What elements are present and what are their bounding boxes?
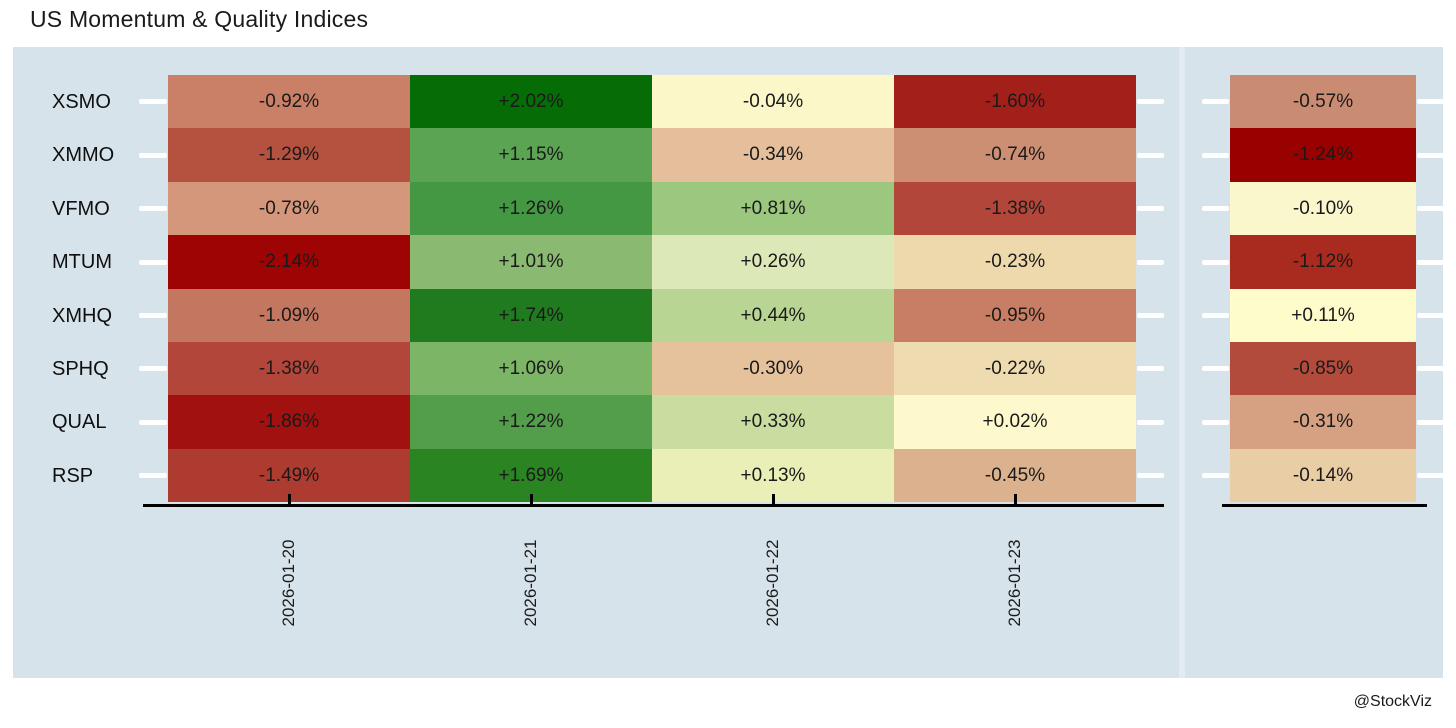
watermark-stockviz: @StockViz [1354, 693, 1432, 711]
row-label-sphq: SPHQ [52, 357, 109, 381]
heatmap-cell-xmmo-2026-01-23: -0.74% [894, 128, 1136, 182]
y-tick-dash [1202, 99, 1229, 104]
y-tick-dash [1202, 313, 1229, 318]
y-tick-dash [1417, 260, 1444, 265]
heatmap-cell-mtum-2026-01-21: +1.01% [410, 235, 652, 289]
y-tick-dash [1417, 206, 1444, 211]
heatmap-cell-vfmo-2026-01-21: +1.26% [410, 182, 652, 235]
heatmap-cell-xsmo-2026-01-22: -0.04% [652, 75, 894, 128]
x-axis-line-summary [1222, 504, 1427, 507]
row-label-mtum: MTUM [52, 250, 112, 274]
y-tick-dash [1202, 366, 1229, 371]
x-tick-label-2026-01-21: 2026-01-21 [521, 518, 541, 648]
y-tick-dash [1137, 313, 1164, 318]
heatmap-cell-xmhq-2026-01-20: -1.09% [168, 289, 410, 342]
y-tick-dash [1137, 473, 1164, 478]
x-tick-label-2026-01-22: 2026-01-22 [763, 518, 783, 648]
heatmap-cell-qual-2026-01-20: -1.86% [168, 395, 410, 449]
heatmap-cell-vfmo-2026-01-23: -1.38% [894, 182, 1136, 235]
y-tick-dash [1202, 153, 1229, 158]
x-tick [1014, 494, 1017, 507]
heatmap-cell-vfmo-2026-01-20: -0.78% [168, 182, 410, 235]
y-tick-dash [1137, 206, 1164, 211]
y-tick-dash [1417, 366, 1444, 371]
y-tick-dash [1137, 260, 1164, 265]
y-tick-dash [1137, 366, 1164, 371]
y-tick-dash [139, 260, 167, 265]
summary-cell-xmhq: +0.11% [1230, 289, 1416, 342]
x-tick [772, 494, 775, 507]
y-tick-dash [1202, 473, 1229, 478]
row-label-rsp: RSP [52, 464, 93, 488]
x-tick [288, 494, 291, 507]
y-tick-dash [1202, 260, 1229, 265]
heatmap-cell-xmmo-2026-01-21: +1.15% [410, 128, 652, 182]
row-label-xsmo: XSMO [52, 90, 111, 114]
heatmap-cell-mtum-2026-01-22: +0.26% [652, 235, 894, 289]
heatmap-cell-qual-2026-01-21: +1.22% [410, 395, 652, 449]
y-tick-dash [1417, 313, 1444, 318]
y-tick-dash [1417, 420, 1444, 425]
heatmap-cell-xmmo-2026-01-22: -0.34% [652, 128, 894, 182]
summary-cell-rsp: -0.14% [1230, 449, 1416, 502]
heatmap-cell-xmhq-2026-01-23: -0.95% [894, 289, 1136, 342]
y-tick-dash [139, 473, 167, 478]
y-tick-dash [1137, 420, 1164, 425]
row-label-qual: QUAL [52, 410, 106, 434]
y-tick-dash [1417, 153, 1444, 158]
y-tick-dash [139, 313, 167, 318]
summary-cell-vfmo: -0.10% [1230, 182, 1416, 235]
heatmap-cell-mtum-2026-01-20: -2.14% [168, 235, 410, 289]
heatmap-cell-xsmo-2026-01-21: +2.02% [410, 75, 652, 128]
y-tick-dash [1137, 153, 1164, 158]
y-tick-dash [139, 206, 167, 211]
summary-cell-xsmo: -0.57% [1230, 75, 1416, 128]
row-label-vfmo: VFMO [52, 197, 110, 221]
y-tick-dash [1417, 99, 1444, 104]
heatmap-cell-sphq-2026-01-20: -1.38% [168, 342, 410, 395]
row-label-xmmo: XMMO [52, 143, 114, 167]
y-tick-dash [139, 99, 167, 104]
row-label-xmhq: XMHQ [52, 304, 112, 328]
heatmap-cell-xmhq-2026-01-21: +1.74% [410, 289, 652, 342]
x-tick [530, 494, 533, 507]
heatmap-cell-vfmo-2026-01-22: +0.81% [652, 182, 894, 235]
y-tick-dash [139, 366, 167, 371]
y-tick-dash [1137, 99, 1164, 104]
x-tick-label-2026-01-20: 2026-01-20 [279, 518, 299, 648]
heatmap-cell-xsmo-2026-01-20: -0.92% [168, 75, 410, 128]
heatmap-cell-sphq-2026-01-21: +1.06% [410, 342, 652, 395]
y-tick-dash [1417, 473, 1444, 478]
chart-canvas: US Momentum & Quality Indices XSMO-0.92%… [0, 0, 1456, 728]
heatmap-cell-xmmo-2026-01-20: -1.29% [168, 128, 410, 182]
summary-cell-xmmo: -1.24% [1230, 128, 1416, 182]
x-axis-line-daily [143, 504, 1164, 507]
heatmap-cell-sphq-2026-01-23: -0.22% [894, 342, 1136, 395]
heatmap-cell-xsmo-2026-01-23: -1.60% [894, 75, 1136, 128]
x-tick-label-2026-01-23: 2026-01-23 [1005, 518, 1025, 648]
summary-cell-qual: -0.31% [1230, 395, 1416, 449]
heatmap-cell-mtum-2026-01-23: -0.23% [894, 235, 1136, 289]
y-tick-dash [139, 153, 167, 158]
heatmap-cell-qual-2026-01-23: +0.02% [894, 395, 1136, 449]
summary-cell-sphq: -0.85% [1230, 342, 1416, 395]
heatmap-cell-qual-2026-01-22: +0.33% [652, 395, 894, 449]
heatmap-cell-sphq-2026-01-22: -0.30% [652, 342, 894, 395]
heatmap-cell-xmhq-2026-01-22: +0.44% [652, 289, 894, 342]
y-tick-dash [1202, 420, 1229, 425]
heatmap-layer: XSMO -0.92%+2.02%-0.04%-1.60% -0.57% XMMO -1… [0, 0, 1456, 728]
summary-cell-mtum: -1.12% [1230, 235, 1416, 289]
y-tick-dash [1202, 206, 1229, 211]
y-tick-dash [139, 420, 167, 425]
